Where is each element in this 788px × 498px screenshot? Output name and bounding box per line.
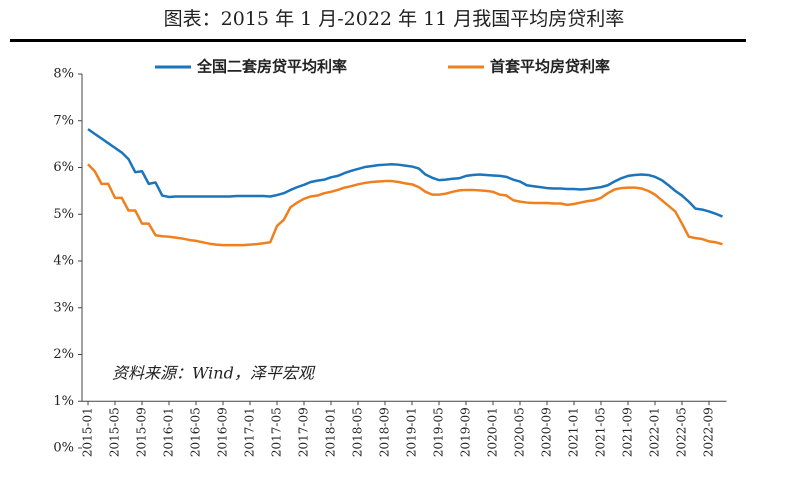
- x-tick-label: 2016-05: [189, 407, 203, 457]
- series-line: [87, 128, 723, 218]
- y-tick-label: 7%: [53, 113, 74, 128]
- y-tick-label: 6%: [53, 160, 74, 175]
- legend-label: 首套平均房贷利率: [490, 58, 610, 76]
- y-tick-label: 5%: [53, 207, 74, 222]
- x-tick-label: 2021-05: [594, 407, 608, 457]
- x-tick-label: 2020-05: [513, 407, 527, 457]
- y-tick-label: 0%: [53, 441, 74, 456]
- x-tick-label: 2017-09: [297, 407, 311, 457]
- x-tick-label: 2022-05: [675, 407, 689, 457]
- x-tick-label: 2018-05: [351, 407, 365, 457]
- x-tick-label: 2021-09: [621, 407, 635, 457]
- x-tick-label: 2015-05: [108, 407, 122, 457]
- series-line: [87, 163, 723, 247]
- x-tick-label: 2021-01: [567, 407, 581, 457]
- x-tick-label: 2015-09: [135, 407, 149, 457]
- x-tick-label: 2016-01: [162, 407, 176, 457]
- x-tick-label: 2017-01: [243, 407, 257, 457]
- chart-title: 图表：2015 年 1 月-2022 年 11 月我国平均房贷利率: [164, 8, 625, 30]
- x-tick-label: 2015-01: [81, 407, 95, 457]
- x-tick-label: 2018-01: [324, 407, 338, 457]
- x-tick-label: 2018-09: [378, 407, 392, 457]
- x-tick-label: 2022-09: [702, 407, 716, 457]
- x-tick-label: 2019-01: [405, 407, 419, 457]
- x-tick-label: 2019-05: [432, 407, 446, 457]
- y-tick-label: 4%: [53, 254, 74, 269]
- x-tick-label: 2016-09: [216, 407, 230, 457]
- x-tick-label: 2022-01: [648, 407, 662, 457]
- y-tick-label: 1%: [53, 394, 74, 409]
- x-tick-label: 2017-05: [270, 407, 284, 457]
- x-tick-label: 2020-01: [486, 407, 500, 457]
- y-tick-label: 2%: [53, 347, 74, 362]
- y-tick-label: 8%: [53, 67, 74, 82]
- source-note: 资料来源：Wind，泽平宏观: [112, 364, 316, 383]
- x-tick-label: 2019-09: [459, 407, 473, 457]
- legend-label: 全国二套房贷平均利率: [196, 58, 347, 76]
- y-tick-label: 3%: [53, 300, 74, 315]
- x-tick-label: 2020-09: [540, 407, 554, 457]
- title-rule: [10, 39, 746, 42]
